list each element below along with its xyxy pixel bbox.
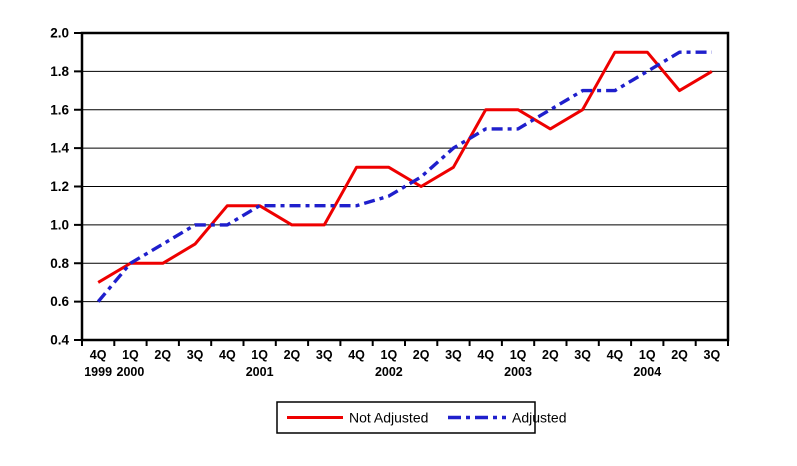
x-axis-quarter-label: 4Q — [348, 348, 365, 362]
x-axis-year-label: 2001 — [246, 365, 274, 379]
x-axis-quarter-label: 3Q — [574, 348, 591, 362]
y-axis-tick-label: 0.4 — [50, 333, 69, 348]
y-axis-tick-label: 2.0 — [50, 26, 69, 41]
y-axis-tick-label: 1.6 — [50, 102, 69, 117]
x-axis-quarter-label: 3Q — [316, 348, 333, 362]
x-axis-quarter-label: 1Q — [639, 348, 656, 362]
x-axis-year-label: 2002 — [375, 365, 403, 379]
x-axis-quarter-label: 2Q — [413, 348, 430, 362]
x-axis-quarter-label: 4Q — [607, 348, 624, 362]
x-axis-year-label: 2004 — [633, 365, 661, 379]
x-axis-quarter-label: 2Q — [154, 348, 171, 362]
x-axis-quarter-label: 4Q — [477, 348, 494, 362]
x-axis-quarter-label: 3Q — [187, 348, 204, 362]
x-axis-quarter-label: 2Q — [542, 348, 559, 362]
y-axis-tick-label: 1.4 — [50, 141, 69, 156]
y-axis-tick-label: 1.2 — [50, 179, 69, 194]
series-line-not-adjusted — [97, 50, 713, 284]
legend-label-adjusted: Adjusted — [512, 410, 566, 426]
x-axis-quarter-label: 1Q — [251, 348, 268, 362]
x-axis-quarter-label: 2Q — [671, 348, 688, 362]
x-axis-quarter-label: 1Q — [122, 348, 139, 362]
x-axis-year-label: 2003 — [504, 365, 532, 379]
y-axis-tick-label: 1.0 — [50, 217, 69, 232]
y-axis-tick-label: 1.8 — [50, 64, 69, 79]
y-axis-tick-label: 0.6 — [50, 294, 69, 309]
y-axis-tick-label: 0.8 — [50, 256, 69, 271]
x-axis-quarter-label: 1Q — [510, 348, 527, 362]
x-axis-quarter-label: 1Q — [381, 348, 398, 362]
x-axis-quarter-label: 4Q — [219, 348, 236, 362]
x-axis-quarter-label: 2Q — [284, 348, 301, 362]
x-axis-quarter-label: 3Q — [704, 348, 721, 362]
legend-label-not-adjusted: Not Adjusted — [349, 410, 428, 426]
x-axis-year-label: 1999 — [84, 365, 112, 379]
x-axis-quarter-label: 3Q — [445, 348, 462, 362]
series-line-adjusted — [96, 50, 712, 303]
x-axis-year-label: 2000 — [117, 365, 145, 379]
x-axis-quarter-label: 4Q — [90, 348, 107, 362]
